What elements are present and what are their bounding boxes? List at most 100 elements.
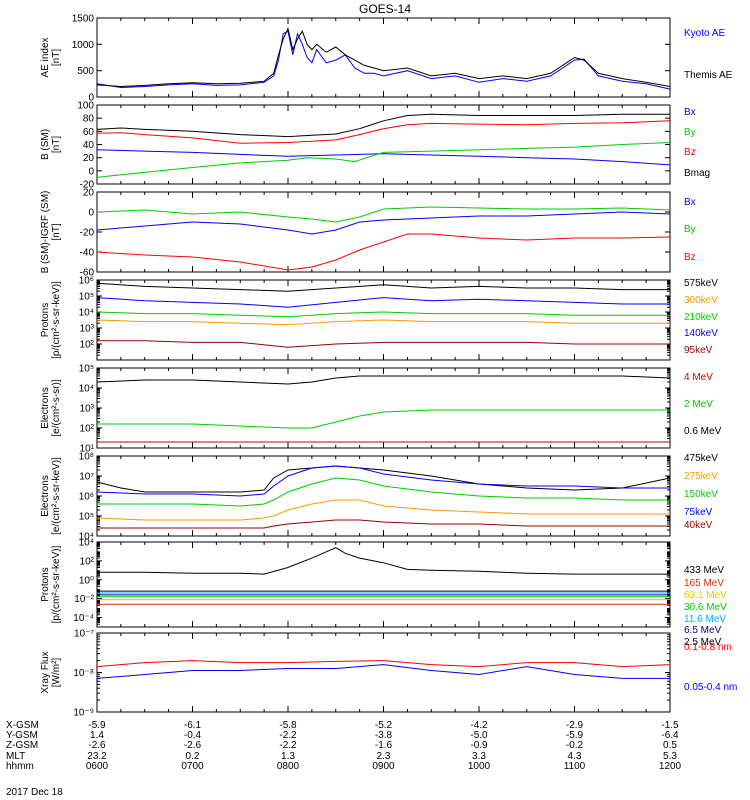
y-tick-label: 10¹ xyxy=(80,444,95,455)
y-axis-label-line: [nT] xyxy=(51,223,62,240)
legend-entry: 6.5 MeV xyxy=(684,625,722,636)
ephemeris-value: -5.8 xyxy=(279,720,297,731)
ephemeris-value: 1200 xyxy=(659,761,682,772)
ephemeris-value: 1.4 xyxy=(90,730,104,741)
series-line-275kev xyxy=(96,499,670,521)
y-tick-label: 10⁴ xyxy=(79,308,94,319)
y-axis-label: Protons[p/(cm²-s-sr-keV)] xyxy=(40,545,62,623)
series-line-300kev xyxy=(96,319,670,326)
figure-title: GOES-14 xyxy=(359,2,411,16)
y-tick-label: 10⁰ xyxy=(79,575,94,586)
ephemeris-value: -0.4 xyxy=(184,730,202,741)
legend-entry: 150keV xyxy=(684,489,718,500)
legend-entry: 2 MeV xyxy=(684,399,713,410)
series-line-575kev xyxy=(96,282,670,292)
y-axis-label-line: [e/(cm²-s-sr-keV)] xyxy=(51,457,62,535)
y-tick-label: 10⁻² xyxy=(74,594,94,605)
panel-electrons_mev: 10¹ 10² 10³ 10⁴ 10⁵ Electrons[e/(cm²-s-sr)] 4 … xyxy=(40,364,722,455)
ephemeris-value: -0.2 xyxy=(566,740,584,751)
y-tick-label: 80 xyxy=(83,114,95,125)
panel-frame xyxy=(96,541,671,628)
legend-entry: 40keV xyxy=(684,520,713,531)
series-line-bx xyxy=(96,211,671,235)
y-tick-label: 10⁵ xyxy=(79,512,94,523)
ephemeris-value: -0.9 xyxy=(470,740,488,751)
y-tick-label: 0 xyxy=(88,93,94,104)
legend-entry: Bx xyxy=(684,107,696,118)
panel-b_igrf: -60 -40 -20 0 20 B (SM)-IGRF (SM)[nT] Bx By Bz xyxy=(40,188,696,279)
ephemeris-value: -3.8 xyxy=(375,730,393,741)
ephemeris-value: -2.2 xyxy=(279,740,297,751)
y-tick-label: 20 xyxy=(83,153,95,164)
y-axis-label-line: Protons xyxy=(40,567,51,601)
series-line-75kev xyxy=(96,465,670,497)
series-line-bmag xyxy=(96,113,670,138)
ephemeris-value: -2.6 xyxy=(88,740,106,751)
y-tick-label: 1500 xyxy=(72,14,95,25)
series-line-0-6-mev xyxy=(96,375,671,385)
legend-entry: By xyxy=(684,224,696,235)
series-line-150kev xyxy=(97,477,670,507)
ephemeris-value: 0900 xyxy=(372,761,395,772)
y-axis-label: B (SM)[nT] xyxy=(40,129,62,160)
panel-frame xyxy=(96,455,671,537)
series-line-0-05-0-4-nm xyxy=(96,664,670,679)
y-tick-label: 10⁻⁹ xyxy=(73,708,94,719)
y-axis-label-line: AE index xyxy=(40,37,51,77)
ephemeris-table: X-GSM -5.9 -6.1 -5.8 -5.2 -4.2 -2.9 -1.5 Y-GSM 1.… xyxy=(6,720,682,772)
y-tick-label: 10⁸ xyxy=(79,452,94,463)
panel-frame xyxy=(96,632,671,713)
legend-entry: 210keV xyxy=(684,312,718,323)
series-line-2-mev xyxy=(97,409,670,429)
y-axis-label-line: B (SM) xyxy=(40,129,51,160)
legend-entry: By xyxy=(684,127,696,138)
y-axis-label: Electrons[e/(cm²-s-sr-keV)] xyxy=(40,457,62,535)
ephemeris-value: -2.6 xyxy=(184,740,202,751)
legend-entry: 275keV xyxy=(684,471,718,482)
ephemeris-value: 3.3 xyxy=(472,751,486,762)
y-axis-label-line: Xray Flux xyxy=(40,651,51,693)
y-tick-label: 10⁻⁷ xyxy=(74,629,94,640)
ephemeris-value: 0600 xyxy=(86,761,109,772)
panel-frame xyxy=(96,104,671,185)
y-axis-label: B (SM)-IGRF (SM)[nT] xyxy=(40,191,62,274)
legend-entry: 0.1-0.8 nm xyxy=(684,642,732,653)
legend-entry: Kyoto AE xyxy=(684,28,725,39)
y-axis-label: AE index[nT] xyxy=(40,37,62,77)
y-tick-label: 1000 xyxy=(72,40,95,51)
date-label: 2017 Dec 18 xyxy=(6,787,63,798)
legend-entry: 433 MeV xyxy=(684,565,724,576)
panel-xray: 10⁻⁹ 10⁻⁸ 10⁻⁷ Xray Flux[W/m²] 0.1-0.8 nm 0.0… xyxy=(40,629,737,719)
ephemeris-value: 0700 xyxy=(181,761,204,772)
series-line-by xyxy=(96,142,671,178)
ephemeris-value: -5.2 xyxy=(375,720,393,731)
ephemeris-value: 2.3 xyxy=(377,751,391,762)
y-tick-label: 10⁻⁴ xyxy=(73,613,94,624)
legend-entry: Bz xyxy=(684,147,696,158)
y-tick-label: 20 xyxy=(83,188,95,199)
ephemeris-value: 1000 xyxy=(468,761,491,772)
ephemeris-row-label: X-GSM xyxy=(6,720,39,731)
ephemeris-value: 0800 xyxy=(277,761,300,772)
y-axis-label-line: B (SM)-IGRF (SM) xyxy=(40,191,51,274)
ephemeris-value: -2.9 xyxy=(566,720,584,731)
legend-entry: 30.6 MeV xyxy=(684,602,727,613)
legend-entry: 2.5 MeV xyxy=(684,637,722,648)
ephemeris-value: 5.3 xyxy=(663,751,677,762)
legend-entry: 575keV xyxy=(684,278,718,289)
legend-entry: 95keV xyxy=(684,345,713,356)
panel-electrons_kev: 10⁴ 10⁵ 10⁶ 10⁷ 10⁸ Electrons[e/(cm²-s-sr-keV… xyxy=(40,452,718,543)
legend-entry: 11.6 MeV xyxy=(684,614,726,625)
legend-entry: 140keV xyxy=(684,328,718,339)
ephemeris-value: -5.0 xyxy=(470,730,488,741)
ephemeris-row-label: Y-GSM xyxy=(6,730,38,741)
y-tick-label: 10⁷ xyxy=(79,472,94,483)
y-axis-label-line: [p/(cm²-s-sr-keV)] xyxy=(51,281,62,359)
y-axis-label: Protons[p/(cm²-s-sr-keV)] xyxy=(40,281,62,359)
ephemeris-value: -1.5 xyxy=(661,720,679,731)
y-tick-label: 10⁵ xyxy=(79,292,94,303)
ephemeris-value: 0.5 xyxy=(663,740,677,751)
panel-ae: 0 500 1000 1500 AE index[nT] Kyoto AE Themis A… xyxy=(40,14,733,104)
y-axis-label-line: Protons xyxy=(40,303,51,337)
